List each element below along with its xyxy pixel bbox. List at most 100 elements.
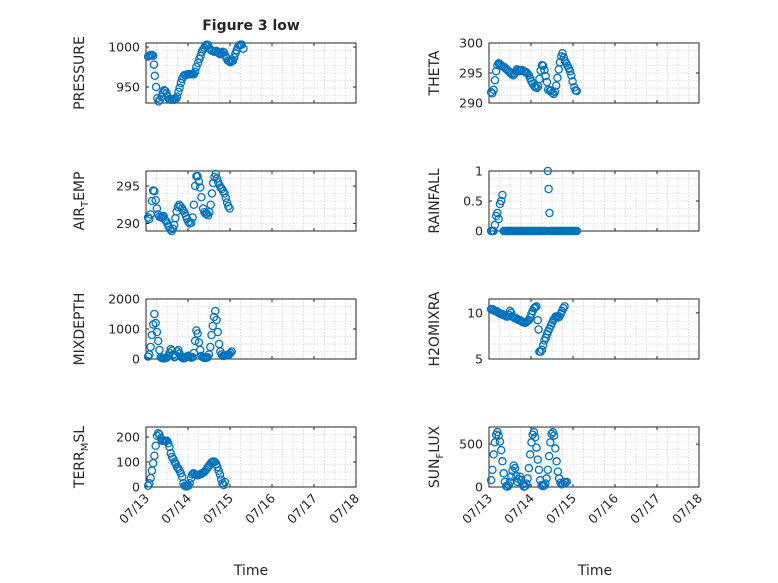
axes-box [145,42,357,104]
data-point [226,348,235,358]
data-point [530,81,539,91]
axes-box [145,170,357,232]
data-point [148,51,158,61]
data-point [553,73,562,83]
data-point [561,478,570,487]
data-point [174,464,183,473]
data-point [188,213,197,222]
x-axis-label-right: Time [577,563,612,579]
data-point [551,81,561,90]
data-point [175,83,184,93]
y-tick-label: 295 [116,179,140,194]
data-point [212,315,221,325]
data-point [560,302,569,311]
data-point [529,427,539,437]
data-point [488,465,497,475]
y-axis-label: SUNFLUX [427,425,446,488]
data-point [193,171,202,181]
data-point [486,87,496,97]
data-point [221,193,231,203]
data-point [189,200,199,209]
data-point [165,442,174,452]
data-point [188,352,197,362]
data-point [540,65,549,75]
data-point [510,463,520,473]
data-point [489,226,498,236]
data-point [532,443,541,452]
data-point [541,71,550,81]
y-tick-label: 290 [116,216,140,231]
data-point [225,204,234,213]
data-point [176,468,186,478]
data-point [488,89,497,98]
panel-2: 290 295 300 THETA [427,36,700,111]
data-point [498,457,507,466]
y-tick-label: 0 [475,480,483,495]
data-point [195,345,205,355]
y-tick-label: 295 [459,66,483,81]
data-point [170,457,179,467]
data-point [213,327,223,337]
data-point [177,472,187,482]
data-point [168,224,178,233]
data-point [552,457,561,466]
y-tick-label: 200 [116,430,140,445]
data-point [553,467,563,476]
data-point [193,329,202,338]
data-point [215,470,225,479]
x-tick-label: 07/17 [627,491,663,527]
data-point [522,479,531,488]
y-axis-label: RAINFALL [427,168,443,233]
data-point [220,477,230,487]
panel-1: 950 1000 PRESSURE [72,36,357,110]
y-axis-label: PRESSURE [72,36,88,110]
data-point [159,211,168,221]
data-point [213,462,222,472]
data-point [546,438,555,447]
y-tick-label: 290 [459,96,483,111]
y-axis-label: H2OMIXRA [427,291,443,366]
data-point [532,83,542,93]
data-point [211,306,220,316]
data-point [151,82,161,92]
data-point [544,451,554,461]
data-point [532,302,541,311]
data-point [529,303,539,313]
data-point [172,92,182,101]
data-point [152,204,162,213]
data-point [193,58,203,68]
data-point [519,317,529,327]
y-tick-label: 500 [459,437,483,452]
y-axis-label: AIRTEMP [72,172,91,231]
data-point [494,431,503,440]
panel-4: 0 0.5 1 RAINFALL [427,164,700,239]
data-point [525,450,535,459]
data-point [197,192,206,202]
data-point [507,472,516,481]
data-point [150,451,159,460]
data-point [523,474,532,483]
y-tick-label: 100 [116,455,140,470]
panel-6: 5 10 H2OMIXRA [427,291,700,367]
data-point [549,431,559,440]
data-point [237,40,247,49]
x-tick-label: 07/14 [158,490,194,526]
x-tick-label: 07/15 [543,491,579,527]
data-point [496,196,506,206]
data-point [495,437,505,446]
data-point [496,445,506,455]
panel-3: 290 295 AIRTEMP [72,169,357,236]
data-point [190,67,200,77]
data-point [152,327,162,337]
data-point [490,438,500,447]
data-point [150,309,159,319]
x-axis-label-left: Time [233,563,268,579]
data-point [146,473,155,483]
y-tick-label: 1000 [108,322,140,337]
x-tick-label: 07/17 [284,491,320,527]
y-tick-label: 1 [475,164,483,179]
data-point [147,196,157,206]
panel-7: 0 100 200 07/13 07/14 07/15 07/16 07/17 07/18 TER… [72,426,362,527]
data-point [146,342,155,352]
